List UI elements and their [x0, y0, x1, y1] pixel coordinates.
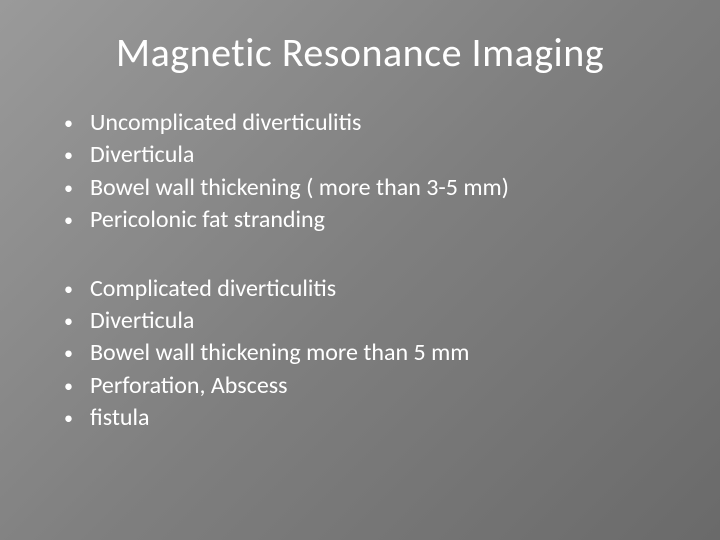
- bullet-text: Diverticula: [90, 139, 670, 171]
- bullet-icon: •: [64, 172, 90, 204]
- bullet-icon: •: [64, 305, 90, 337]
- bullet-icon: •: [64, 273, 90, 305]
- slide: Magnetic Resonance Imaging • Uncomplicat…: [0, 0, 720, 540]
- bullet-text: Pericolonic fat stranding: [90, 204, 670, 236]
- bullet-text: Bowel wall thickening more than 5 mm: [90, 337, 670, 369]
- bullet-text: Diverticula: [90, 305, 670, 337]
- bullet-icon: •: [64, 402, 90, 434]
- list-item: • fistula: [50, 402, 670, 434]
- list-item: • Uncomplicated diverticulitis: [50, 107, 670, 139]
- bullet-icon: •: [64, 139, 90, 171]
- bullet-text: Bowel wall thickening ( more than 3-5 mm…: [90, 172, 670, 204]
- bullet-icon: •: [64, 370, 90, 402]
- list-item: • Complicated diverticulitis: [50, 273, 670, 305]
- list-item: • Bowel wall thickening ( more than 3-5 …: [50, 172, 670, 204]
- bullet-text: fistula: [90, 402, 670, 434]
- bullet-icon: •: [64, 107, 90, 139]
- slide-title: Magnetic Resonance Imaging: [50, 28, 670, 77]
- bullet-icon: •: [64, 204, 90, 236]
- list-item: • Bowel wall thickening more than 5 mm: [50, 337, 670, 369]
- bullet-icon: •: [64, 337, 90, 369]
- bullet-group-1: • Uncomplicated diverticulitis • Diverti…: [50, 107, 670, 237]
- list-item: • Diverticula: [50, 305, 670, 337]
- list-item: • Perforation, Abscess: [50, 370, 670, 402]
- bullet-text: Uncomplicated diverticulitis: [90, 107, 670, 139]
- bullet-group-2: • Complicated diverticulitis • Diverticu…: [50, 273, 670, 435]
- list-item: • Diverticula: [50, 139, 670, 171]
- bullet-text: Perforation, Abscess: [90, 370, 670, 402]
- list-item: • Pericolonic fat stranding: [50, 204, 670, 236]
- bullet-text: Complicated diverticulitis: [90, 273, 670, 305]
